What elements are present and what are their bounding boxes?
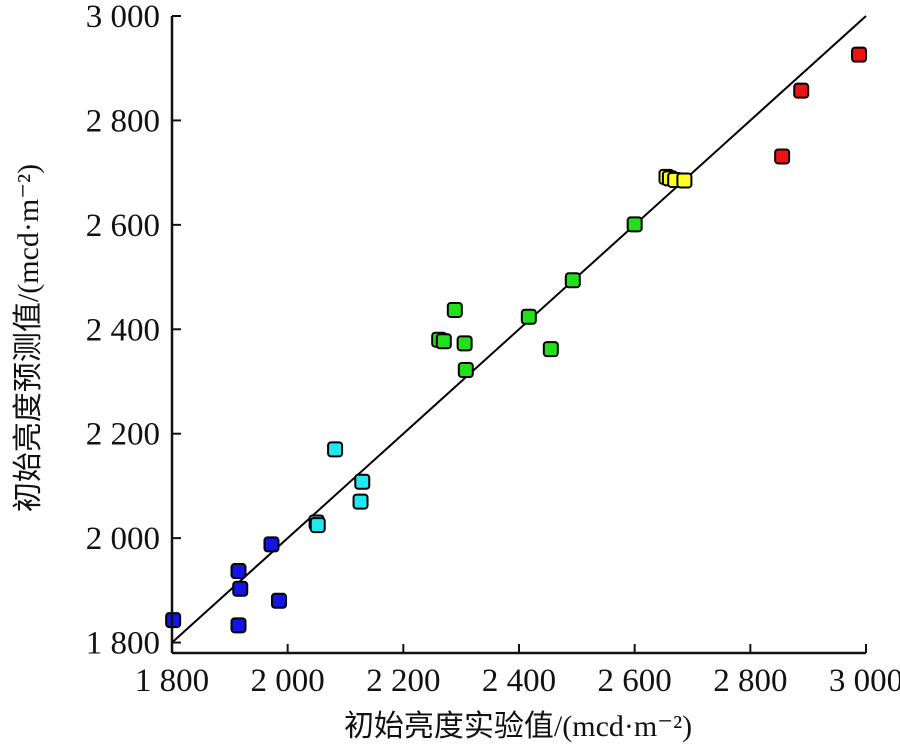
y-tick-label: 2 800 <box>86 103 160 139</box>
data-point-green <box>542 341 559 358</box>
axes-layer <box>170 16 866 655</box>
reference-line <box>171 15 867 644</box>
data-point-green <box>435 333 452 350</box>
data-point-cyan <box>327 441 344 458</box>
data-point-cyan <box>354 473 371 490</box>
data-point-red <box>774 148 791 165</box>
data-point-blue <box>270 592 287 609</box>
data-point-cyan <box>352 493 369 510</box>
y-tick-label: 2 000 <box>86 521 160 557</box>
y-axis-title: 初始亮度预测值/(mcd·m⁻²) <box>12 164 45 512</box>
y-tick-label: 2 200 <box>86 417 160 453</box>
y-tick-label: 3 000 <box>86 0 160 35</box>
data-point-green <box>446 301 463 318</box>
x-tick-label: 2 600 <box>598 663 672 699</box>
points-layer <box>165 46 868 634</box>
data-point-blue <box>232 580 249 597</box>
x-tick-label: 3 000 <box>829 663 900 699</box>
x-axis-title: 初始亮度实验值/(mcd·m⁻²) <box>344 710 692 743</box>
x-tick-label: 2 400 <box>482 663 556 699</box>
data-point-blue <box>230 563 247 580</box>
data-point-green <box>520 308 537 325</box>
data-point-green <box>564 272 581 289</box>
data-point-blue <box>263 536 280 553</box>
data-point-green <box>626 216 643 233</box>
reference-line-layer <box>171 15 867 644</box>
data-point-red <box>851 46 868 63</box>
data-point-green <box>457 362 474 379</box>
data-point-green <box>456 335 473 352</box>
x-tick-label: 1 800 <box>135 663 209 699</box>
data-point-red <box>793 82 810 99</box>
x-tick-label: 2 800 <box>713 663 787 699</box>
data-point-blue <box>230 617 247 634</box>
y-tick-label: 2 400 <box>86 312 160 348</box>
y-tick-label: 1 800 <box>86 626 160 662</box>
x-tick-label: 2 200 <box>366 663 440 699</box>
x-tick-label: 2 000 <box>251 663 325 699</box>
y-tick-label: 2 600 <box>86 208 160 244</box>
data-point-cyan <box>309 517 326 534</box>
data-point-yellow <box>676 172 693 189</box>
ticks-layer: 1 800 2 000 2 200 2 400 2 600 2 800 3 000 1 800… <box>86 0 900 699</box>
